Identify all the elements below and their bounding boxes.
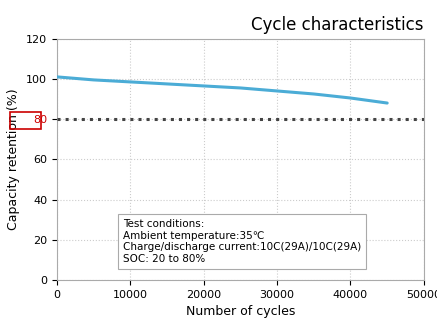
Text: Cycle characteristics: Cycle characteristics [251,16,424,34]
X-axis label: Number of cycles: Number of cycles [186,306,295,318]
Text: Test conditions:
Ambient temperature:35℃
Charge/discharge current:10C(29A)/10C(2: Test conditions: Ambient temperature:35℃… [123,219,361,264]
Y-axis label: Capacity retention (%): Capacity retention (%) [7,89,21,230]
